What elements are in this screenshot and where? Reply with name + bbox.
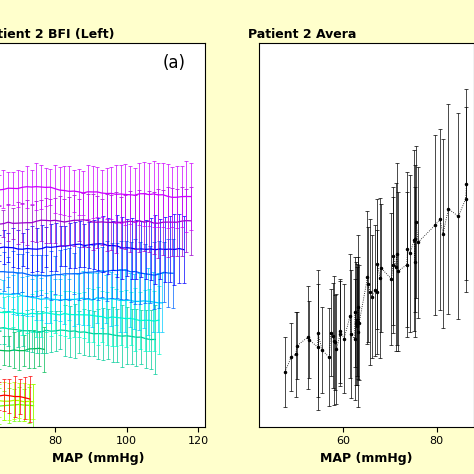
X-axis label: MAP (mmHg): MAP (mmHg) xyxy=(320,452,413,465)
Text: Patient 2 BFI (Left): Patient 2 BFI (Left) xyxy=(0,28,114,42)
Text: (a): (a) xyxy=(163,54,185,72)
X-axis label: MAP (mmHg): MAP (mmHg) xyxy=(52,452,144,465)
Text: Patient 2 Avera: Patient 2 Avera xyxy=(248,28,357,42)
